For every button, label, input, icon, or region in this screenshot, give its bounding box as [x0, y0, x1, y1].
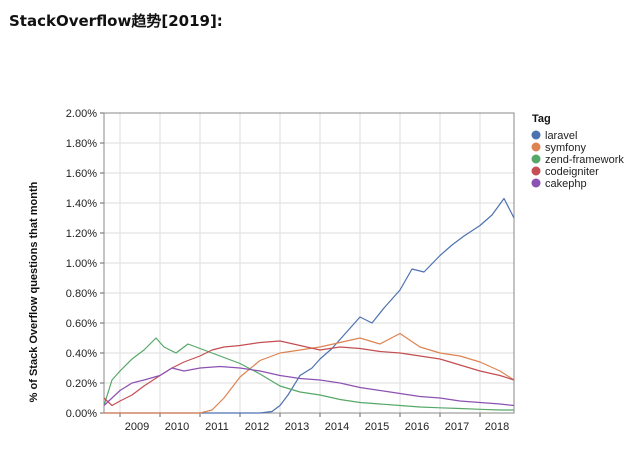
- legend[interactable]: Tag laravelsymfonyzend-frameworkcodeignit…: [531, 113, 625, 190]
- series-line-zend-framework: [103, 337, 514, 411]
- y-tick-label: 1.00%: [66, 258, 97, 270]
- legend-swatch-symfony: [531, 142, 541, 152]
- y-tick-label: 1.40%: [66, 198, 97, 210]
- x-tick-label: 2016: [405, 421, 429, 433]
- x-tick-label: 2010: [165, 421, 189, 433]
- legend-title: Tag: [532, 113, 551, 125]
- x-tick-label: 2011: [205, 421, 229, 433]
- y-tick-label: 0.00%: [66, 408, 97, 420]
- axes: 0.00% 0.20% 0.40% 0.60% 0.80% 1.00% 1.20% 1.40%…: [66, 108, 515, 433]
- x-tick-label: 2012: [245, 421, 269, 433]
- series-line-codeigniter: [103, 340, 515, 407]
- y-tick-label: 2.00%: [66, 108, 97, 120]
- plot-frame: [103, 112, 515, 414]
- x-tick-label: 2014: [325, 421, 349, 433]
- series-line-laravel: [104, 197, 515, 414]
- legend-swatch-cakephp: [531, 178, 541, 188]
- y-tick-label: 0.60%: [66, 318, 97, 330]
- y-axis-label: % of Stack Overflow questions that month: [28, 181, 40, 402]
- legend-label-laravel[interactable]: laravel: [545, 130, 577, 142]
- series-line-cakephp: [103, 365, 515, 407]
- x-tick-label: 2015: [365, 421, 389, 433]
- y-tick-label: 1.20%: [66, 228, 97, 240]
- legend-swatch-laravel: [531, 130, 541, 140]
- grid: [104, 112, 514, 414]
- x-tick-label: 2009: [125, 421, 149, 433]
- legend-swatch-codeigniter: [531, 166, 541, 176]
- y-tick-label: 0.40%: [66, 348, 97, 360]
- y-tick-label: 0.20%: [66, 378, 97, 390]
- legend-swatch-zend-framework: [531, 154, 541, 164]
- legend-label-cakephp[interactable]: cakephp: [545, 178, 587, 190]
- page-title: StackOverflow趋势[2019]:: [9, 12, 223, 30]
- y-tick-label: 0.80%: [66, 288, 97, 300]
- series-line-symfony: [104, 332, 515, 414]
- x-tick-label: 2013: [285, 421, 309, 433]
- legend-label-zend-framework[interactable]: zend-framework: [545, 154, 624, 166]
- x-tick-label: 2017: [445, 421, 469, 433]
- y-tick-label: 1.80%: [66, 138, 97, 150]
- series-lines: [103, 197, 515, 414]
- y-tick-label: 1.60%: [66, 168, 97, 180]
- x-tick-label: 2018: [485, 421, 509, 433]
- legend-label-symfony[interactable]: symfony: [545, 142, 586, 154]
- legend-label-codeigniter[interactable]: codeigniter: [545, 166, 599, 178]
